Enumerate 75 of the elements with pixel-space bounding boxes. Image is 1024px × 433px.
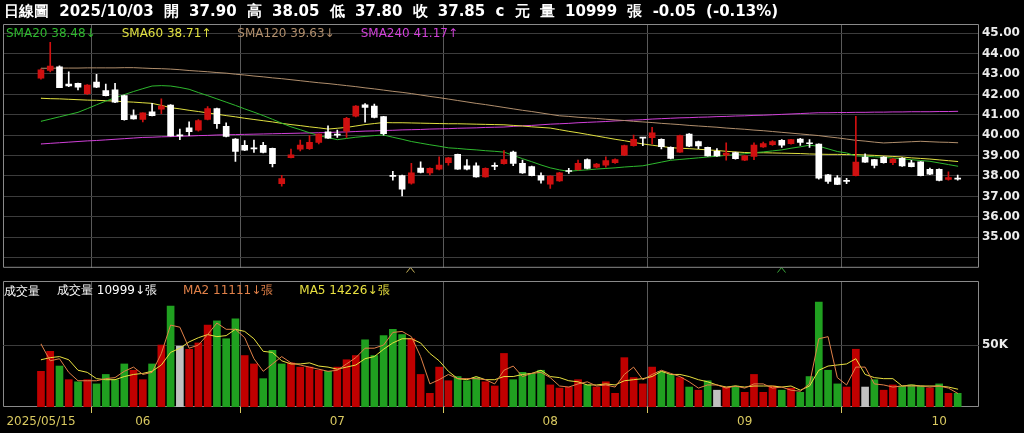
bar: [861, 386, 869, 407]
y-tick-label: 44.00: [982, 45, 1020, 60]
bar: [546, 384, 555, 407]
bar: [953, 393, 962, 407]
bar: [83, 379, 92, 407]
y-tick-label: 40.00: [982, 127, 1020, 142]
bar: [713, 389, 721, 407]
ref-line-label: 50K: [982, 337, 1009, 352]
bar: [666, 374, 675, 407]
bar: [92, 383, 101, 407]
bar: [314, 369, 323, 407]
bar: [898, 385, 906, 407]
x-tick-label: 08: [542, 414, 558, 429]
text: SMA120 39.63↓: [237, 26, 335, 40]
bar: [176, 345, 184, 407]
text: MA5 14226↓張: [299, 283, 390, 297]
bar: [64, 379, 73, 407]
bar: [148, 363, 156, 407]
chart-title: 日線圖 2025/10/03 開 37.90 高 38.05 低 37.80 收 37.85 c 元 量 10999 張 -0.05 (-0.13%): [4, 2, 779, 21]
bar: [787, 387, 795, 407]
x-tick-label: 07: [329, 414, 345, 429]
bar: [926, 387, 934, 407]
x-tick-label: 2025/05/15: [6, 414, 76, 429]
bar: [879, 389, 888, 407]
candlestick: [176, 128, 184, 141]
text: SMA60 38.71↑: [121, 26, 212, 40]
bar: [277, 363, 286, 407]
bar: [333, 366, 342, 407]
bar: [889, 384, 897, 407]
bar: [796, 391, 805, 407]
bar: [481, 381, 490, 407]
candlestick: [65, 71, 73, 87]
bar: [555, 387, 564, 407]
y-tick-label: 45.00: [982, 25, 1020, 40]
candlestick: [46, 42, 54, 73]
y-tick-label: 38.00: [982, 168, 1020, 183]
y-tick-label: 43.00: [982, 66, 1020, 81]
y-tick-label: 42.00: [982, 86, 1020, 101]
bar: [351, 355, 360, 407]
bar: [444, 380, 453, 407]
bar: [583, 384, 592, 407]
candlestick: [491, 162, 499, 170]
y-tick-label: 41.00: [982, 106, 1020, 121]
bar: [55, 365, 64, 407]
y-tick-label: 39.00: [982, 147, 1020, 162]
text: SMA240 41.17↑: [360, 26, 458, 40]
text: MA2 11111↓張: [183, 283, 274, 297]
x-tick-label: 10: [931, 414, 947, 429]
y-tick-label: 37.00: [982, 188, 1020, 203]
bar: [259, 378, 268, 407]
bar: [685, 386, 693, 407]
bar: [592, 386, 601, 407]
bar: [509, 379, 518, 407]
bar: [324, 370, 332, 407]
bar: [676, 377, 684, 407]
x-tick-label: 06: [135, 414, 151, 429]
bar: [944, 393, 953, 407]
candlestick: [361, 103, 369, 123]
candlestick: [333, 129, 341, 138]
bar: [842, 386, 851, 407]
bar: [852, 348, 860, 407]
series-label: 成交量 10999↓張: [57, 283, 158, 297]
bar: [722, 386, 731, 407]
x-tick-label: 09: [737, 414, 753, 429]
bar: [185, 348, 193, 407]
candlestick: [722, 142, 730, 161]
chart-title: 成交量: [4, 283, 40, 300]
bar: [416, 374, 425, 407]
text: SMA20 38.48↓: [6, 26, 96, 40]
bar: [694, 389, 703, 407]
bar: [74, 381, 82, 407]
bar: [777, 389, 786, 407]
y-tick-label: 35.00: [982, 229, 1020, 244]
y-tick-label: 36.00: [982, 208, 1020, 223]
bar: [139, 379, 147, 407]
